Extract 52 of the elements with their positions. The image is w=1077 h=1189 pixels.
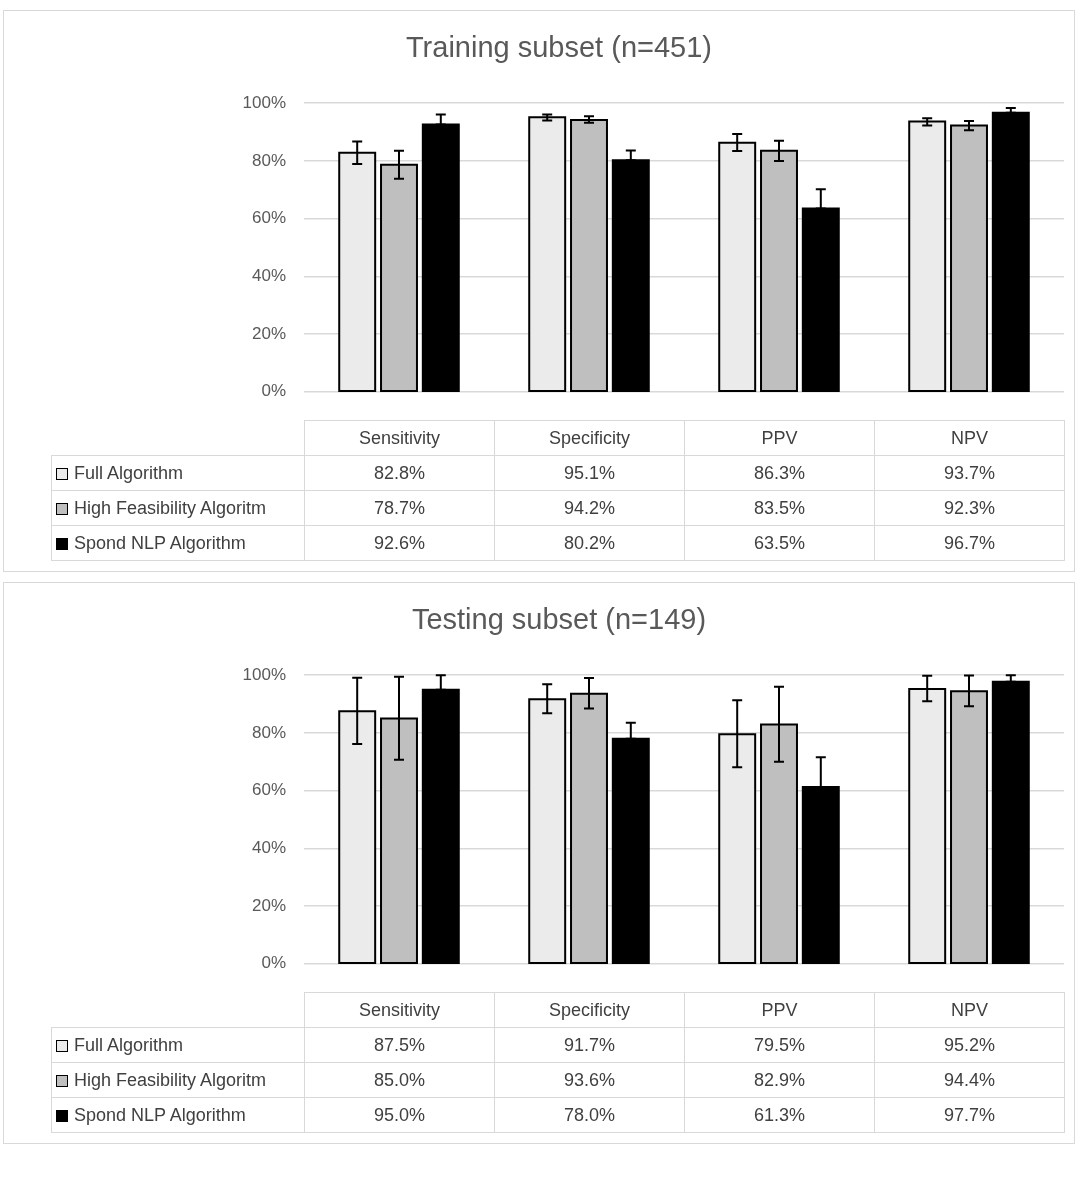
data-label: 96.7%	[874, 525, 1065, 561]
x-tick-label: NPV	[874, 420, 1065, 456]
x-tick-label: PPV	[684, 992, 875, 1028]
data-label: 95.2%	[874, 1027, 1065, 1063]
data-label: 82.8%	[304, 455, 495, 491]
y-tick-label: 40%	[251, 266, 286, 286]
legend-label: Spond NLP Algorithm	[51, 525, 305, 561]
data-label: 94.4%	[874, 1062, 1065, 1098]
legend-label: High Feasibility Algoritm	[51, 490, 305, 526]
data-label: 95.1%	[494, 455, 685, 491]
x-tick-label: Sensitivity	[304, 420, 495, 456]
data-label: 61.3%	[684, 1097, 875, 1133]
x-tick-label: Sensitivity	[304, 992, 495, 1028]
y-tick-label: 60%	[251, 208, 286, 228]
data-label: 83.5%	[684, 490, 875, 526]
y-tick-label: 40%	[251, 838, 286, 858]
data-label: 91.7%	[494, 1027, 685, 1063]
y-tick-label: 80%	[251, 722, 286, 742]
data-label: 97.7%	[874, 1097, 1065, 1133]
chart-title: Testing subset (n=149)	[410, 603, 708, 637]
data-label: 85.0%	[304, 1062, 495, 1098]
y-tick-label: 20%	[251, 323, 286, 343]
y-tick-label: 0%	[261, 953, 286, 973]
data-label: 93.7%	[874, 455, 1065, 491]
y-tick-label: 100%	[242, 92, 286, 112]
y-tick-label: 20%	[251, 895, 286, 915]
data-label: 63.5%	[684, 525, 875, 561]
y-tick-label: 80%	[251, 150, 286, 170]
data-label: 80.2%	[494, 525, 685, 561]
y-tick-label: 60%	[251, 780, 286, 800]
data-label: 86.3%	[684, 455, 875, 491]
data-label: 94.2%	[494, 490, 685, 526]
y-tick-label: 100%	[242, 664, 286, 684]
x-tick-label: PPV	[684, 420, 875, 456]
legend-label: Spond NLP Algorithm	[51, 1097, 305, 1133]
legend-label: High Feasibility Algoritm	[51, 1062, 305, 1098]
data-label: 95.0%	[304, 1097, 495, 1133]
x-tick-label: Specificity	[494, 992, 685, 1028]
data-label: 79.5%	[684, 1027, 875, 1063]
y-tick-label: 0%	[261, 381, 286, 401]
x-tick-label: NPV	[874, 992, 1065, 1028]
data-label: 78.7%	[304, 490, 495, 526]
data-label: 92.3%	[874, 490, 1065, 526]
legend-label: Full Algorithm	[51, 1027, 305, 1063]
chart-title: Training subset (n=451)	[405, 31, 713, 65]
data-label: 78.0%	[494, 1097, 685, 1133]
data-label: 93.6%	[494, 1062, 685, 1098]
data-label: 92.6%	[304, 525, 495, 561]
x-tick-label: Specificity	[494, 420, 685, 456]
legend-label: Full Algorithm	[51, 455, 305, 491]
data-label: 87.5%	[304, 1027, 495, 1063]
data-label: 82.9%	[684, 1062, 875, 1098]
